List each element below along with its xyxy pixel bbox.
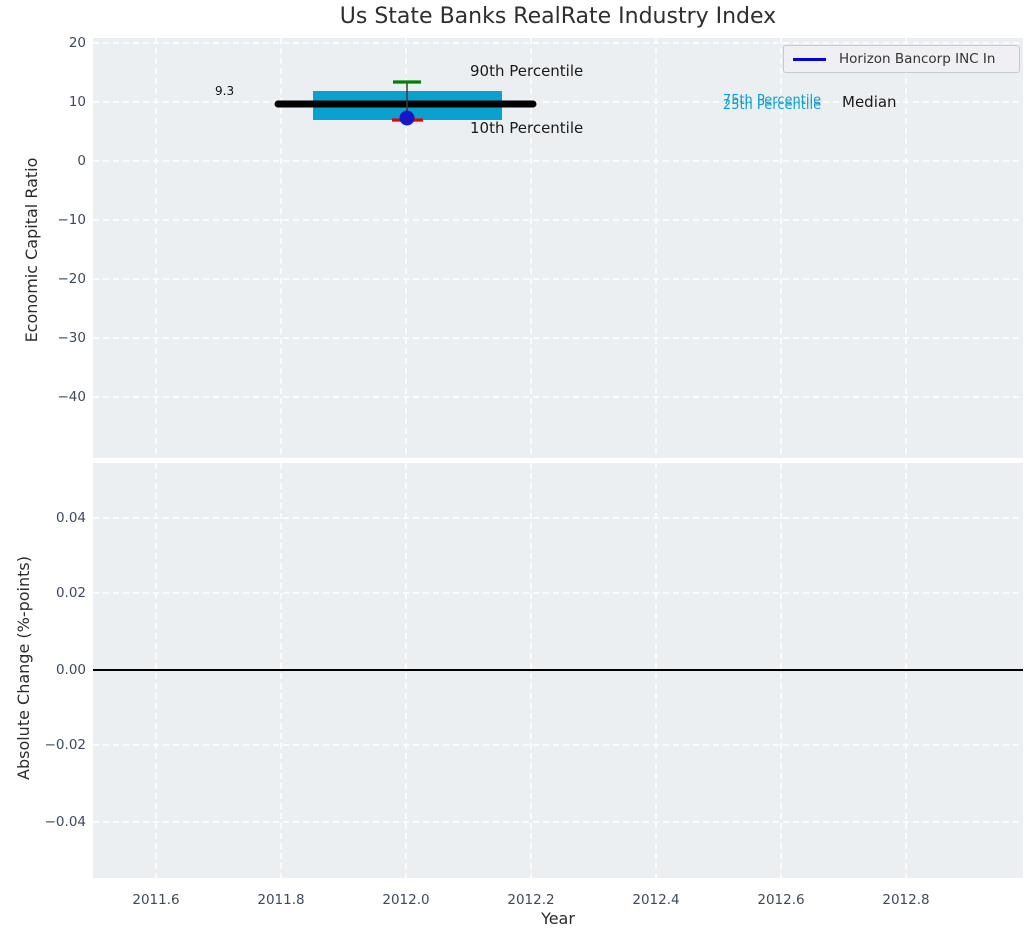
top-y-tick: −10 — [57, 212, 87, 228]
x-tick: 2011.6 — [132, 892, 180, 908]
top-y-tick: −20 — [57, 271, 87, 287]
p10-label: 10th Percentile — [470, 119, 584, 137]
p25-label: 25th Percentile — [722, 98, 822, 113]
top-plot-canvas — [93, 38, 1023, 458]
company-marker — [399, 110, 415, 126]
median-label: Median — [842, 93, 897, 111]
legend-label: Horizon Bancorp INC In — [839, 51, 996, 67]
bottom-y-tick: 0.00 — [55, 662, 86, 678]
top-y-tick: −40 — [57, 389, 87, 405]
legend-line-sample — [793, 57, 826, 61]
x-tick: 2012.4 — [632, 892, 680, 908]
gridlines — [93, 38, 1023, 458]
p90-label: 90th Percentile — [470, 62, 584, 80]
x-axis-label: Year — [541, 909, 575, 928]
x-tick: 2012.2 — [507, 892, 555, 908]
top-y-tick: −30 — [57, 330, 87, 346]
bottom-y-tick: 0.02 — [55, 585, 86, 601]
p75-label: 75th Percentile — [722, 93, 822, 108]
legend: Horizon Bancorp INC In — [783, 45, 1020, 73]
bottom-y-axis-label: Absolute Change (%-points) — [14, 556, 33, 780]
bottom-y-tick: −0.04 — [44, 814, 86, 830]
top-plot-area: 90th Percentile 10th Percentile Median 7… — [93, 38, 1023, 458]
bottom-y-tick: 0.04 — [55, 510, 86, 526]
top-y-axis-label: Economic Capital Ratio — [22, 157, 41, 343]
top-y-tick: 10 — [68, 94, 86, 110]
x-tick: 2011.8 — [257, 892, 305, 908]
x-tick: 2012.8 — [882, 892, 930, 908]
chart-title: Us State Banks RealRate Industry Index — [339, 4, 777, 29]
x-tick: 2012.6 — [757, 892, 805, 908]
x-tick: 2012.0 — [382, 892, 430, 908]
median-value-label: 9.3 — [215, 84, 235, 98]
top-y-tick: 20 — [68, 35, 86, 51]
top-y-tick: 0 — [77, 153, 86, 169]
bottom-plot-area — [93, 463, 1023, 878]
bottom-y-tick: −0.02 — [44, 737, 86, 753]
bottom-plot-canvas — [93, 463, 1023, 878]
